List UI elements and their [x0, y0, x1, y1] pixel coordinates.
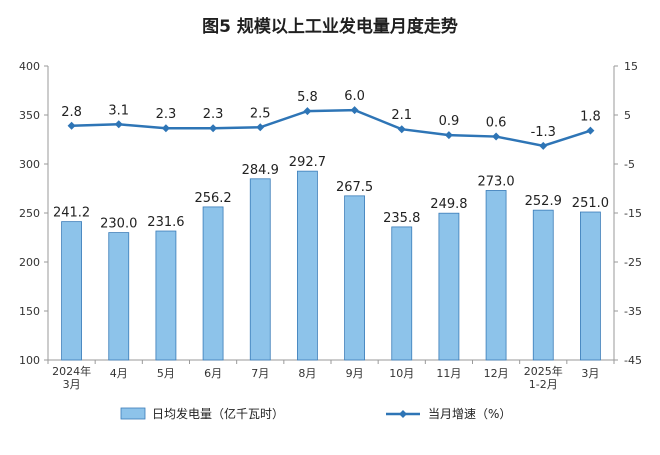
legend-line-marker — [399, 410, 407, 418]
x-tick-label: 11月 — [436, 367, 461, 380]
left-tick-label: 100 — [19, 354, 40, 367]
x-tick-label: 5月 — [157, 367, 175, 380]
x-tick-label: 8月 — [298, 367, 316, 380]
line-value-label: 2.1 — [391, 108, 412, 123]
line-marker — [586, 126, 595, 135]
bar — [202, 206, 224, 361]
line-marker — [67, 121, 76, 130]
x-tick-label: 7月 — [251, 367, 269, 380]
x-tick-label: 9月 — [346, 367, 364, 380]
line-marker — [209, 124, 218, 133]
line-value-label: -1.3 — [531, 125, 556, 140]
line-value-label: 2.8 — [61, 105, 82, 120]
line-marker — [256, 123, 265, 132]
line-value-label: 6.0 — [344, 89, 365, 104]
line-marker — [397, 125, 406, 134]
left-tick-label: 200 — [19, 256, 40, 269]
bar — [580, 211, 601, 361]
bar — [344, 195, 365, 361]
bar — [297, 170, 318, 361]
legend-bar-swatch — [120, 407, 146, 420]
line-value-label: 3.1 — [108, 103, 129, 118]
line-value-label: 0.6 — [486, 116, 507, 131]
x-tick-label: 2024年 — [52, 364, 91, 378]
line-value-label: 2.3 — [203, 107, 224, 122]
bar — [155, 230, 177, 361]
bar-value-label: 252.9 — [525, 194, 562, 209]
left-tick-label: 350 — [19, 109, 40, 122]
bar — [61, 221, 82, 361]
x-tick-label: 3月 — [63, 378, 81, 391]
bar-value-label: 251.0 — [572, 196, 609, 211]
line-marker — [444, 131, 453, 140]
x-tick-label: 2025年 — [524, 364, 563, 378]
bar — [532, 209, 554, 361]
x-tick-label: 10月 — [389, 367, 414, 380]
right-tick-label: -35 — [624, 305, 642, 318]
right-tick-label: 5 — [624, 109, 631, 122]
right-tick-label: -45 — [624, 354, 642, 367]
x-tick-label: 3月 — [581, 367, 599, 380]
right-tick-label: -15 — [624, 207, 642, 220]
bar-value-label: 284.9 — [242, 163, 279, 178]
legend-bar-label: 日均发电量（亿千瓦时） — [152, 406, 284, 421]
x-tick-label: 6月 — [204, 367, 222, 380]
bar — [108, 232, 130, 361]
left-tick-label: 400 — [19, 60, 40, 73]
line-marker — [539, 141, 548, 150]
bar — [249, 178, 271, 361]
line-value-label: 5.8 — [297, 90, 318, 105]
bar — [391, 226, 413, 361]
line-marker — [161, 124, 170, 133]
bar-value-label: 249.8 — [430, 197, 467, 212]
bar — [485, 190, 507, 361]
left-tick-label: 250 — [19, 207, 40, 220]
bar-value-label: 241.2 — [53, 206, 90, 221]
bar — [438, 212, 460, 361]
line-marker — [303, 107, 312, 116]
right-tick-label: -5 — [624, 158, 635, 171]
bar-value-label: 273.0 — [477, 174, 514, 189]
line-value-label: 0.9 — [439, 114, 460, 129]
legend-line-label: 当月增速（%） — [428, 407, 511, 421]
bar-value-label: 292.7 — [289, 155, 326, 170]
bar-value-label: 230.0 — [100, 217, 137, 232]
line-value-label: 2.3 — [156, 107, 177, 122]
left-tick-label: 150 — [19, 305, 40, 318]
bar-value-label: 235.8 — [383, 211, 420, 226]
line-marker — [114, 120, 123, 129]
line-value-label: 2.5 — [250, 106, 271, 121]
x-tick-label: 1-2月 — [529, 378, 558, 391]
bar-value-label: 267.5 — [336, 180, 373, 195]
x-tick-label: 12月 — [484, 367, 509, 380]
line-marker — [492, 132, 501, 141]
bar-value-label: 256.2 — [194, 191, 231, 206]
growth-line — [71, 108, 591, 148]
line-marker — [350, 106, 359, 115]
right-tick-label: 15 — [624, 60, 638, 73]
x-tick-label: 4月 — [110, 367, 128, 380]
chart-title: 图5 规模以上工业发电量月度走势 — [202, 17, 458, 37]
line-value-label: 1.8 — [580, 110, 601, 125]
left-tick-label: 300 — [19, 158, 40, 171]
bar-value-label: 231.6 — [147, 215, 184, 230]
right-tick-label: -25 — [624, 256, 642, 269]
